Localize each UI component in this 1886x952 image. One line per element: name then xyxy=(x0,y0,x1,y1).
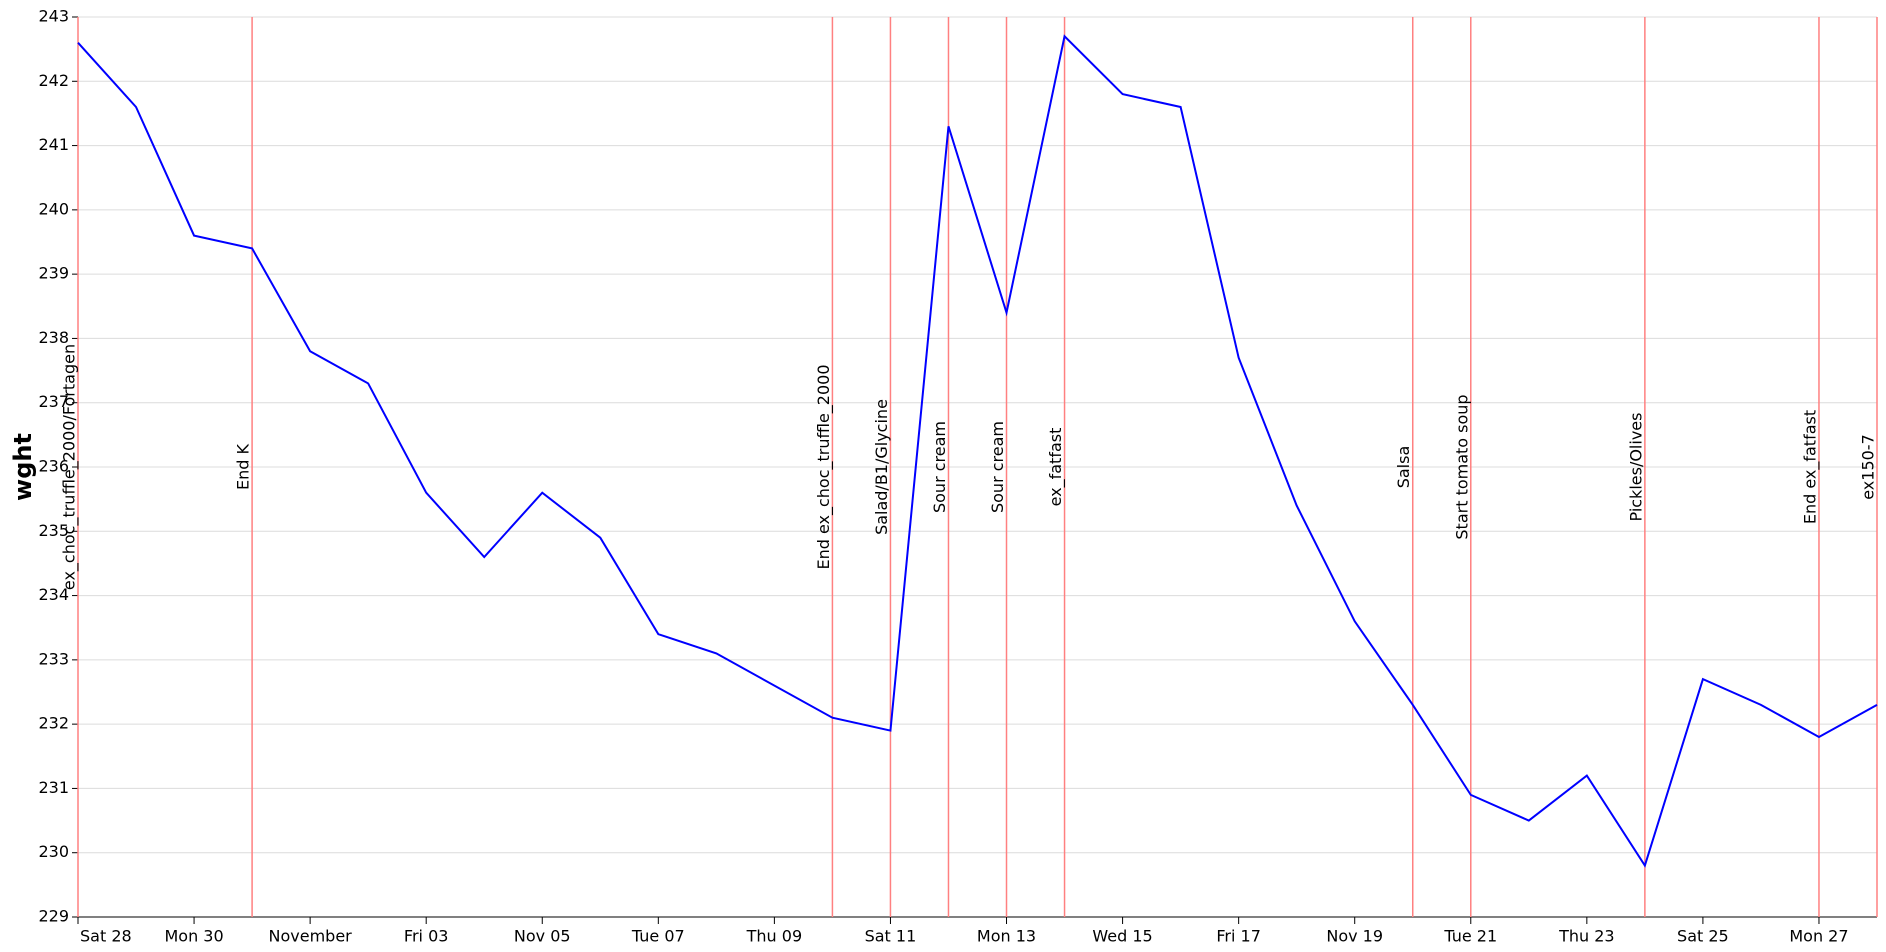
y-tick-label: 230 xyxy=(38,842,69,861)
x-tick-label: Wed 15 xyxy=(1092,927,1152,946)
y-tick-label: 243 xyxy=(38,7,69,26)
x-tick-label: November xyxy=(269,927,353,946)
x-tick-label: Sat 25 xyxy=(1677,927,1729,946)
annotation-label: End ex_choc_truffle_2000 xyxy=(814,364,834,569)
annotation-label: Pickles/Olives xyxy=(1626,413,1645,522)
x-tick-label: Nov 19 xyxy=(1326,927,1383,946)
y-tick-label: 229 xyxy=(38,907,69,926)
annotation-label: Sour cream xyxy=(930,421,949,513)
x-tick-label: Thu 09 xyxy=(746,927,803,946)
y-tick-label: 231 xyxy=(38,778,69,797)
x-tick-label: Tue 07 xyxy=(631,927,685,946)
annotation-label: End ex_fatfast xyxy=(1800,410,1820,524)
y-tick-label: 238 xyxy=(38,328,69,347)
annotation-label: Start tomato soup xyxy=(1452,394,1471,539)
x-tick-label: Fri 17 xyxy=(1216,927,1261,946)
x-tick-label: Mon 13 xyxy=(977,927,1036,946)
series-line xyxy=(77,34,1878,868)
annotation-label: ex_fatfast xyxy=(1046,428,1066,507)
annotation-label: Sour cream xyxy=(988,421,1007,513)
y-tick-label: 242 xyxy=(38,71,69,90)
y-tick-label: 234 xyxy=(38,585,69,604)
x-tick-label: Thu 23 xyxy=(1558,927,1615,946)
annotation-label: ex_choc_truffle_2000/Fortagen xyxy=(60,344,80,590)
x-tick-label: Sat 28 xyxy=(80,927,132,946)
x-tick-label: Tue 21 xyxy=(1443,927,1497,946)
x-tick-label: Sat 11 xyxy=(865,927,917,946)
y-tick-label: 236 xyxy=(38,457,69,476)
x-tick-label: Fri 03 xyxy=(404,927,449,946)
y-tick-label: 237 xyxy=(38,392,69,411)
annotation-label: Salsa xyxy=(1394,446,1413,489)
y-tick-label: 233 xyxy=(38,649,69,668)
annotation-label: Salad/B1/Glycine xyxy=(872,399,891,535)
annotation-label: ex150-7 xyxy=(1859,434,1878,500)
x-tick-label: Nov 05 xyxy=(514,927,571,946)
y-tick-label: 235 xyxy=(38,521,69,540)
x-tick-label: Mon 30 xyxy=(164,927,223,946)
y-tick-label: 240 xyxy=(38,199,69,218)
y-tick-label: 241 xyxy=(38,135,69,154)
y-tick-label: 239 xyxy=(38,264,69,283)
annotation-label: End K xyxy=(234,444,253,490)
x-tick-label: Mon 27 xyxy=(1789,927,1848,946)
y-tick-label: 232 xyxy=(38,714,69,733)
y-axis-label: wght xyxy=(9,433,37,501)
